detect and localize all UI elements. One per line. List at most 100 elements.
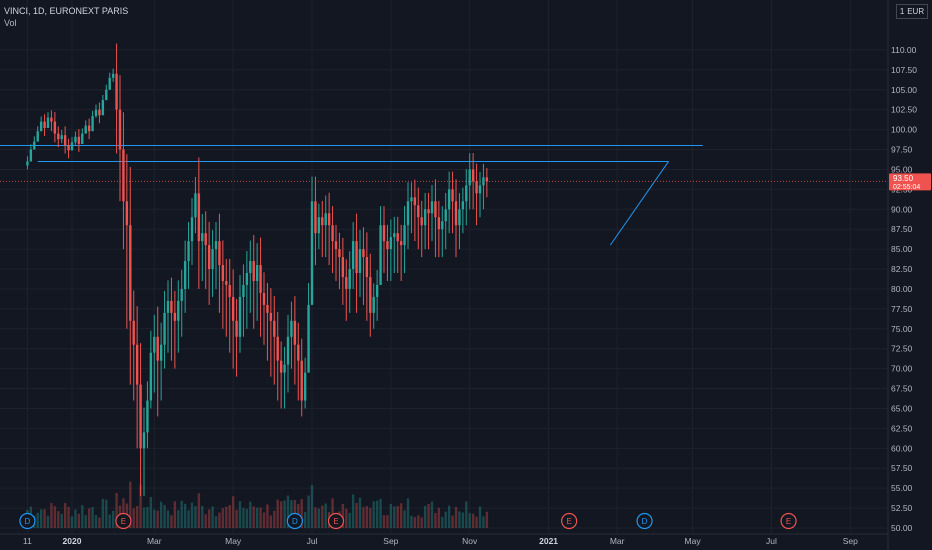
volume-bar (447, 505, 451, 528)
volume-bar (266, 504, 269, 528)
candle-body (81, 133, 84, 144)
volume-bar (458, 511, 461, 528)
y-tick-label: 95.00 (891, 164, 913, 174)
candle-body (111, 73, 115, 78)
volume-bar (393, 506, 396, 528)
candle-body (67, 145, 70, 151)
candle-body (57, 133, 60, 140)
candle-body (365, 257, 369, 278)
volume-bar (84, 514, 87, 528)
volume-bar (375, 500, 379, 528)
volume-bar (228, 505, 231, 528)
candle-body (211, 249, 214, 270)
volume-bar (286, 495, 290, 528)
volume-bar (242, 507, 245, 528)
candle-body (454, 201, 458, 226)
volume-bar (389, 503, 393, 528)
candle-body (290, 320, 293, 337)
candle-body (29, 149, 33, 162)
volume-bar (170, 515, 173, 528)
volume-bar (303, 511, 307, 528)
volume-bar (396, 505, 399, 528)
candle-body (273, 320, 276, 337)
x-tick-label: Mar (610, 536, 625, 546)
y-tick-label: 52.50 (891, 503, 913, 513)
earnings-3-marker (561, 512, 578, 530)
candle-body (207, 245, 211, 270)
x-tick-label: 2021 (539, 536, 558, 546)
candle-body (423, 209, 427, 226)
countdown-timer: 02:55:04 (893, 184, 920, 191)
volume-bar (142, 507, 146, 528)
volume-bar (101, 498, 105, 528)
volume-bar (461, 512, 465, 528)
volume-bar (63, 503, 67, 528)
volume-bar (190, 502, 194, 528)
candle-body (447, 189, 451, 210)
candle-body (461, 201, 465, 210)
candle-body (105, 89, 108, 101)
y-tick-label: 85.00 (891, 244, 913, 254)
volume-bar (317, 508, 321, 528)
earnings-4-label: E (786, 517, 791, 526)
volume-bar (46, 515, 50, 528)
candle-body (283, 364, 286, 373)
volume-bar (471, 513, 475, 528)
x-tick-label: Jul (307, 536, 318, 546)
volume-bar (372, 501, 375, 528)
candle-body (159, 344, 163, 361)
volume-bar (156, 510, 159, 528)
volume-bar (386, 515, 389, 528)
volume-bar (379, 498, 382, 528)
volume-bar (53, 506, 57, 528)
volume-bar (77, 513, 81, 528)
candle-body (293, 320, 297, 345)
candle-body (163, 312, 166, 345)
candle-body (156, 336, 159, 361)
earnings-1-marker (115, 512, 132, 530)
y-tick-label: 67.50 (891, 384, 913, 394)
earnings-3-label: E (566, 517, 571, 526)
volume-bar (341, 503, 345, 528)
y-tick-label: 72.50 (891, 344, 913, 354)
volume-bar (211, 506, 214, 528)
candle-body (70, 142, 74, 151)
candle-body (420, 217, 423, 226)
volume-bar (279, 501, 283, 528)
volume-bar (87, 508, 91, 528)
volume-bar (225, 506, 228, 528)
candle-body (26, 161, 29, 166)
candle-body (300, 360, 303, 401)
volume-bar (444, 511, 447, 528)
candle-body (235, 320, 238, 337)
volume-bar (180, 500, 183, 528)
candle-body (297, 344, 300, 361)
volume-bar (139, 484, 142, 528)
currency-unit-button[interactable]: 1 EUR (896, 4, 928, 19)
volume-bar (67, 506, 70, 528)
triangle-bottom-line (609, 161, 669, 246)
candle-body (129, 225, 132, 321)
volume-bar (485, 511, 489, 528)
candle-body (286, 336, 290, 365)
candle-body (46, 117, 50, 129)
candle-body (468, 169, 471, 186)
candle-body (362, 249, 365, 258)
volume-bar (146, 507, 149, 528)
candle-body (444, 209, 447, 222)
volume-bar (351, 494, 355, 528)
candle-body (98, 109, 101, 116)
earnings-4-marker (780, 512, 797, 530)
y-tick-label: 97.50 (891, 145, 913, 155)
candle-body (358, 249, 362, 274)
candle-body (43, 121, 46, 129)
volume-bar (132, 508, 135, 528)
volume-bar (245, 508, 249, 528)
y-tick-label: 100.00 (891, 125, 917, 135)
candle-body (331, 225, 334, 242)
symbol-title[interactable]: VINCI, 1D, EURONEXT PARIS (4, 6, 129, 16)
candle-body (238, 296, 242, 337)
y-tick-label: 102.50 (891, 105, 917, 115)
